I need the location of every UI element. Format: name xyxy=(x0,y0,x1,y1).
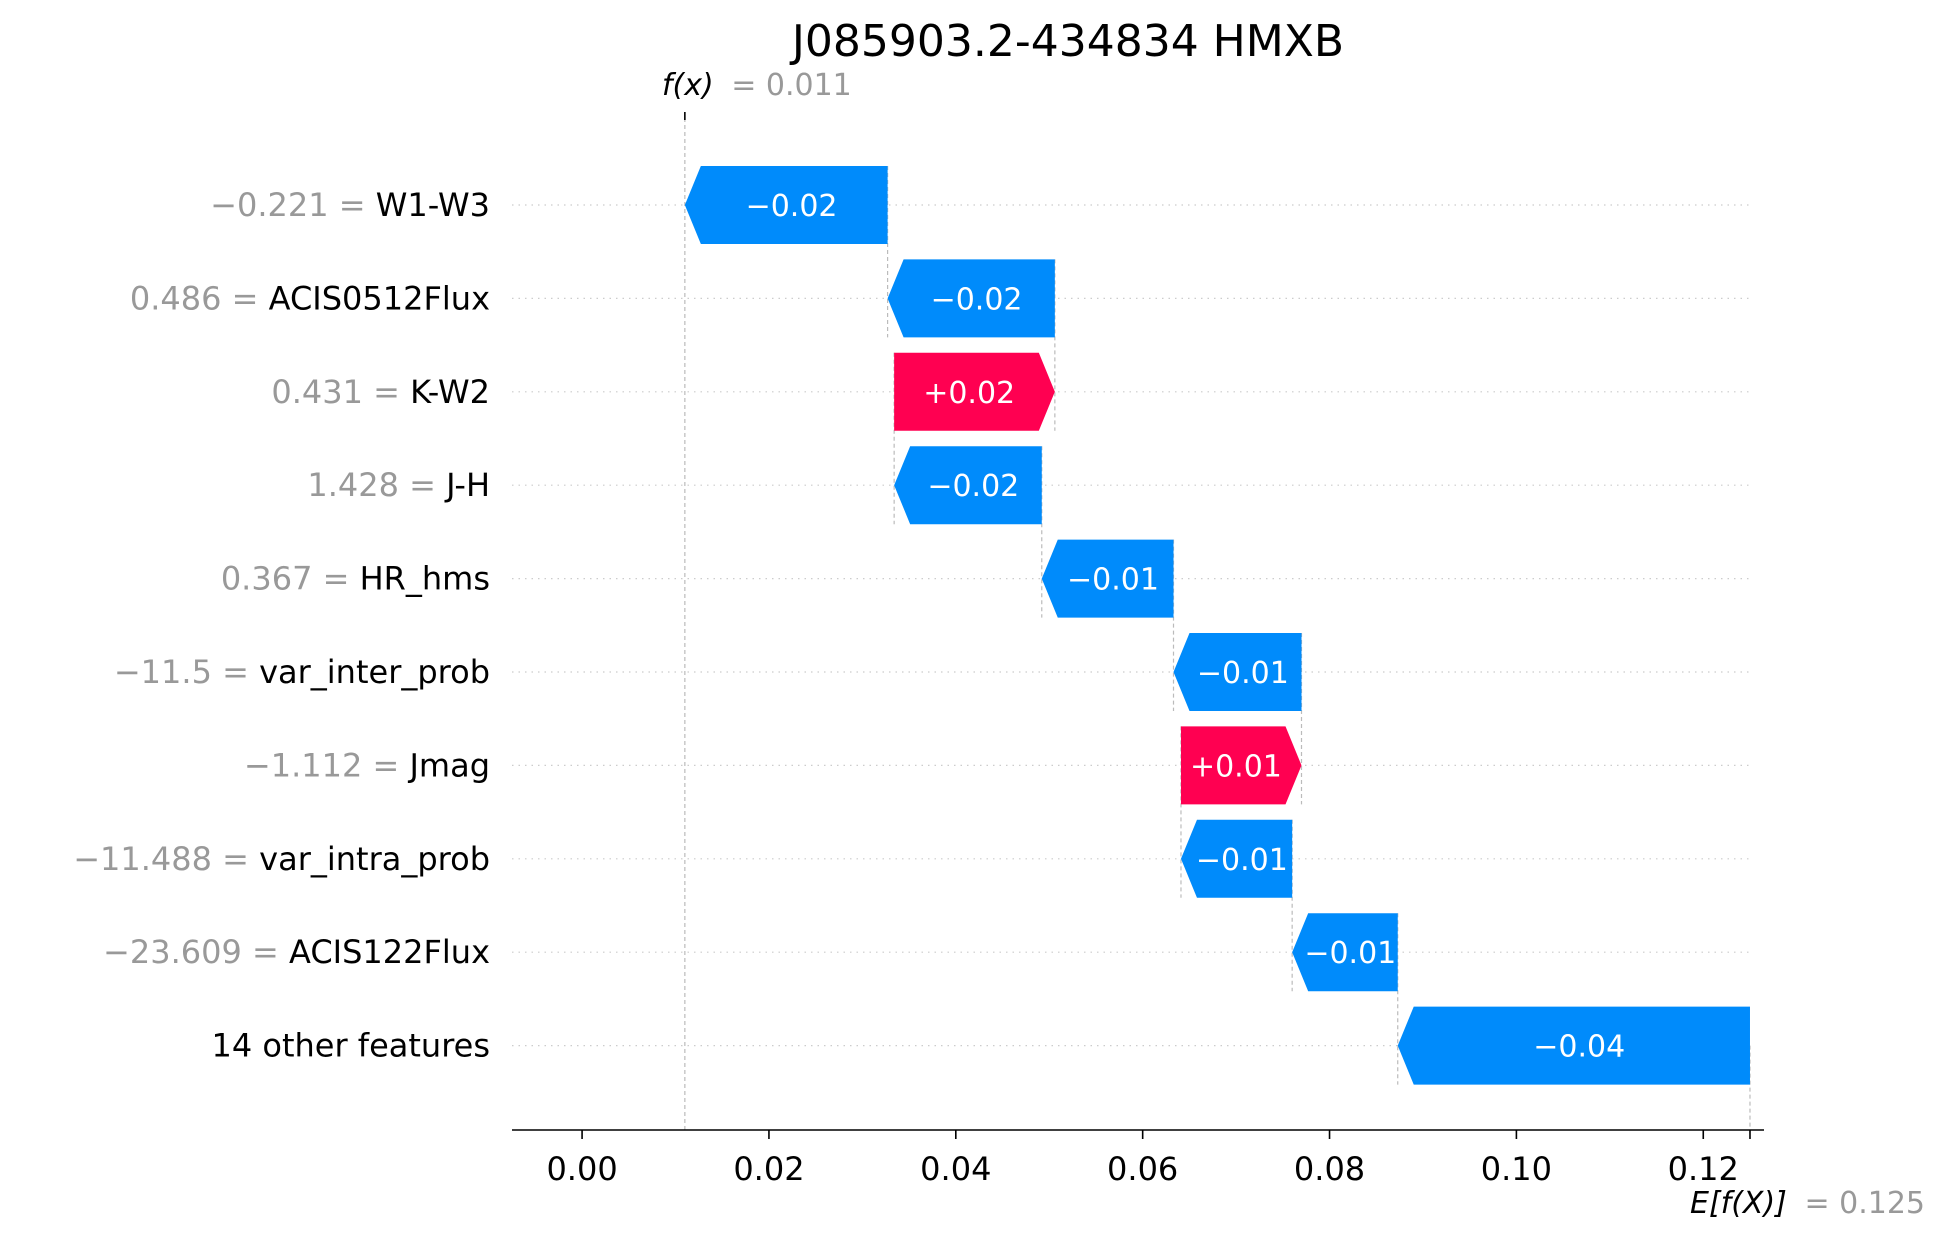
x-ticks: 0.00 0.02 0.04 0.06 0.08 0.10 0.12 xyxy=(546,1130,1751,1188)
feature-label-9: −23.609 = ACIS122Flux xyxy=(103,933,490,971)
feature-label-6: −11.5 = var_inter_prob xyxy=(114,653,490,691)
bar-label-7: +0.01 xyxy=(1190,749,1282,784)
feature-name: var_inter_prob xyxy=(259,653,490,691)
fx-label: f(x) = 0.011 xyxy=(662,68,852,103)
chart-title: J085903.2-434834 HMXB xyxy=(789,16,1344,67)
feature-value: −1.112 = xyxy=(244,746,410,784)
bar-label-9: −0.01 xyxy=(1304,936,1396,971)
feature-value: 0.367 = xyxy=(221,560,360,598)
feature-name: ACIS122Flux xyxy=(289,933,490,971)
bar-label-3: +0.02 xyxy=(923,376,1015,411)
bar-label-8: −0.01 xyxy=(1196,843,1288,878)
feature-name: ACIS0512Flux xyxy=(269,279,490,317)
feature-name: W1-W3 xyxy=(376,186,490,224)
feature-label-10: 14 other features xyxy=(211,1027,490,1065)
fx-annotation: f(x) = 0.011 xyxy=(662,68,852,120)
x-tick-label: 0.08 xyxy=(1294,1150,1365,1188)
feature-labels: −0.221 = W1-W3 0.486 = ACIS0512Flux 0.431 … xyxy=(73,186,490,1065)
bar-4 xyxy=(894,446,1042,525)
fx-value: = 0.011 xyxy=(731,68,852,103)
feature-name: 14 other features xyxy=(211,1027,490,1065)
efx-annotation: E[f(X)] = 0.125 xyxy=(1690,1186,1925,1221)
bar-2 xyxy=(887,259,1055,338)
bar-label-4: −0.02 xyxy=(927,469,1019,504)
bar-5 xyxy=(1041,539,1174,618)
x-tick-label: 0.06 xyxy=(1107,1150,1178,1188)
x-tick-label: 0.04 xyxy=(920,1150,991,1188)
feature-label-1: −0.221 = W1-W3 xyxy=(210,186,490,224)
efx-name: E[f(X)] xyxy=(1690,1186,1787,1221)
feature-name: HR_hms xyxy=(360,560,490,598)
feature-label-8: −11.488 = var_intra_prob xyxy=(73,840,490,878)
bar-7 xyxy=(1180,726,1302,805)
bar-label-1: −0.02 xyxy=(746,189,838,224)
x-tick-label: 0.10 xyxy=(1481,1150,1552,1188)
x-tick-label: 0.12 xyxy=(1668,1150,1739,1188)
feature-label-7: −1.112 = Jmag xyxy=(244,746,490,784)
x-tick-label: 0.00 xyxy=(546,1150,617,1188)
efx-label: E[f(X)] = 0.125 xyxy=(1690,1186,1925,1221)
x-tick-label: 0.02 xyxy=(733,1150,804,1188)
feature-value: 0.486 = xyxy=(130,279,269,317)
bar-3 xyxy=(894,352,1055,431)
feature-name: var_intra_prob xyxy=(259,840,490,878)
feature-label-3: 0.431 = K-W2 xyxy=(271,373,490,411)
bar-1 xyxy=(684,166,888,244)
bar-label-2: −0.02 xyxy=(931,282,1023,317)
grid-lines xyxy=(512,204,1752,1047)
bar-9 xyxy=(1292,913,1398,992)
bar-label-6: −0.01 xyxy=(1197,656,1289,691)
bar-8 xyxy=(1180,819,1293,898)
feature-label-5: 0.367 = HR_hms xyxy=(221,560,490,598)
feature-value: 0.431 = xyxy=(271,373,410,411)
feature-value: −11.488 = xyxy=(73,840,259,878)
fx-name: f(x) xyxy=(662,68,714,103)
guide-lines xyxy=(684,118,1751,1138)
feature-value: −11.5 = xyxy=(114,653,259,691)
bar-label-5: −0.01 xyxy=(1067,563,1159,598)
bar-6 xyxy=(1173,633,1302,711)
feature-label-2: 0.486 = ACIS0512Flux xyxy=(130,279,490,317)
feature-value: −0.221 = xyxy=(210,186,376,224)
x-axis: 0.00 0.02 0.04 0.06 0.08 0.10 0.12 xyxy=(512,1129,1764,1188)
bar-label-10: −0.04 xyxy=(1533,1030,1625,1065)
bar-10 xyxy=(1397,1006,1750,1085)
feature-name: J-H xyxy=(444,466,490,504)
feature-name: K-W2 xyxy=(410,373,490,411)
feature-label-4: 1.428 = J-H xyxy=(307,466,490,504)
feature-value: −23.609 = xyxy=(103,933,289,971)
bars: −0.02 −0.02 +0.02 −0.02 −0.01 −0.01 +0.01 −0.01… xyxy=(684,166,1750,1085)
feature-name: Jmag xyxy=(407,746,490,784)
efx-value: = 0.125 xyxy=(1804,1186,1925,1221)
feature-value: 1.428 = xyxy=(307,466,446,504)
